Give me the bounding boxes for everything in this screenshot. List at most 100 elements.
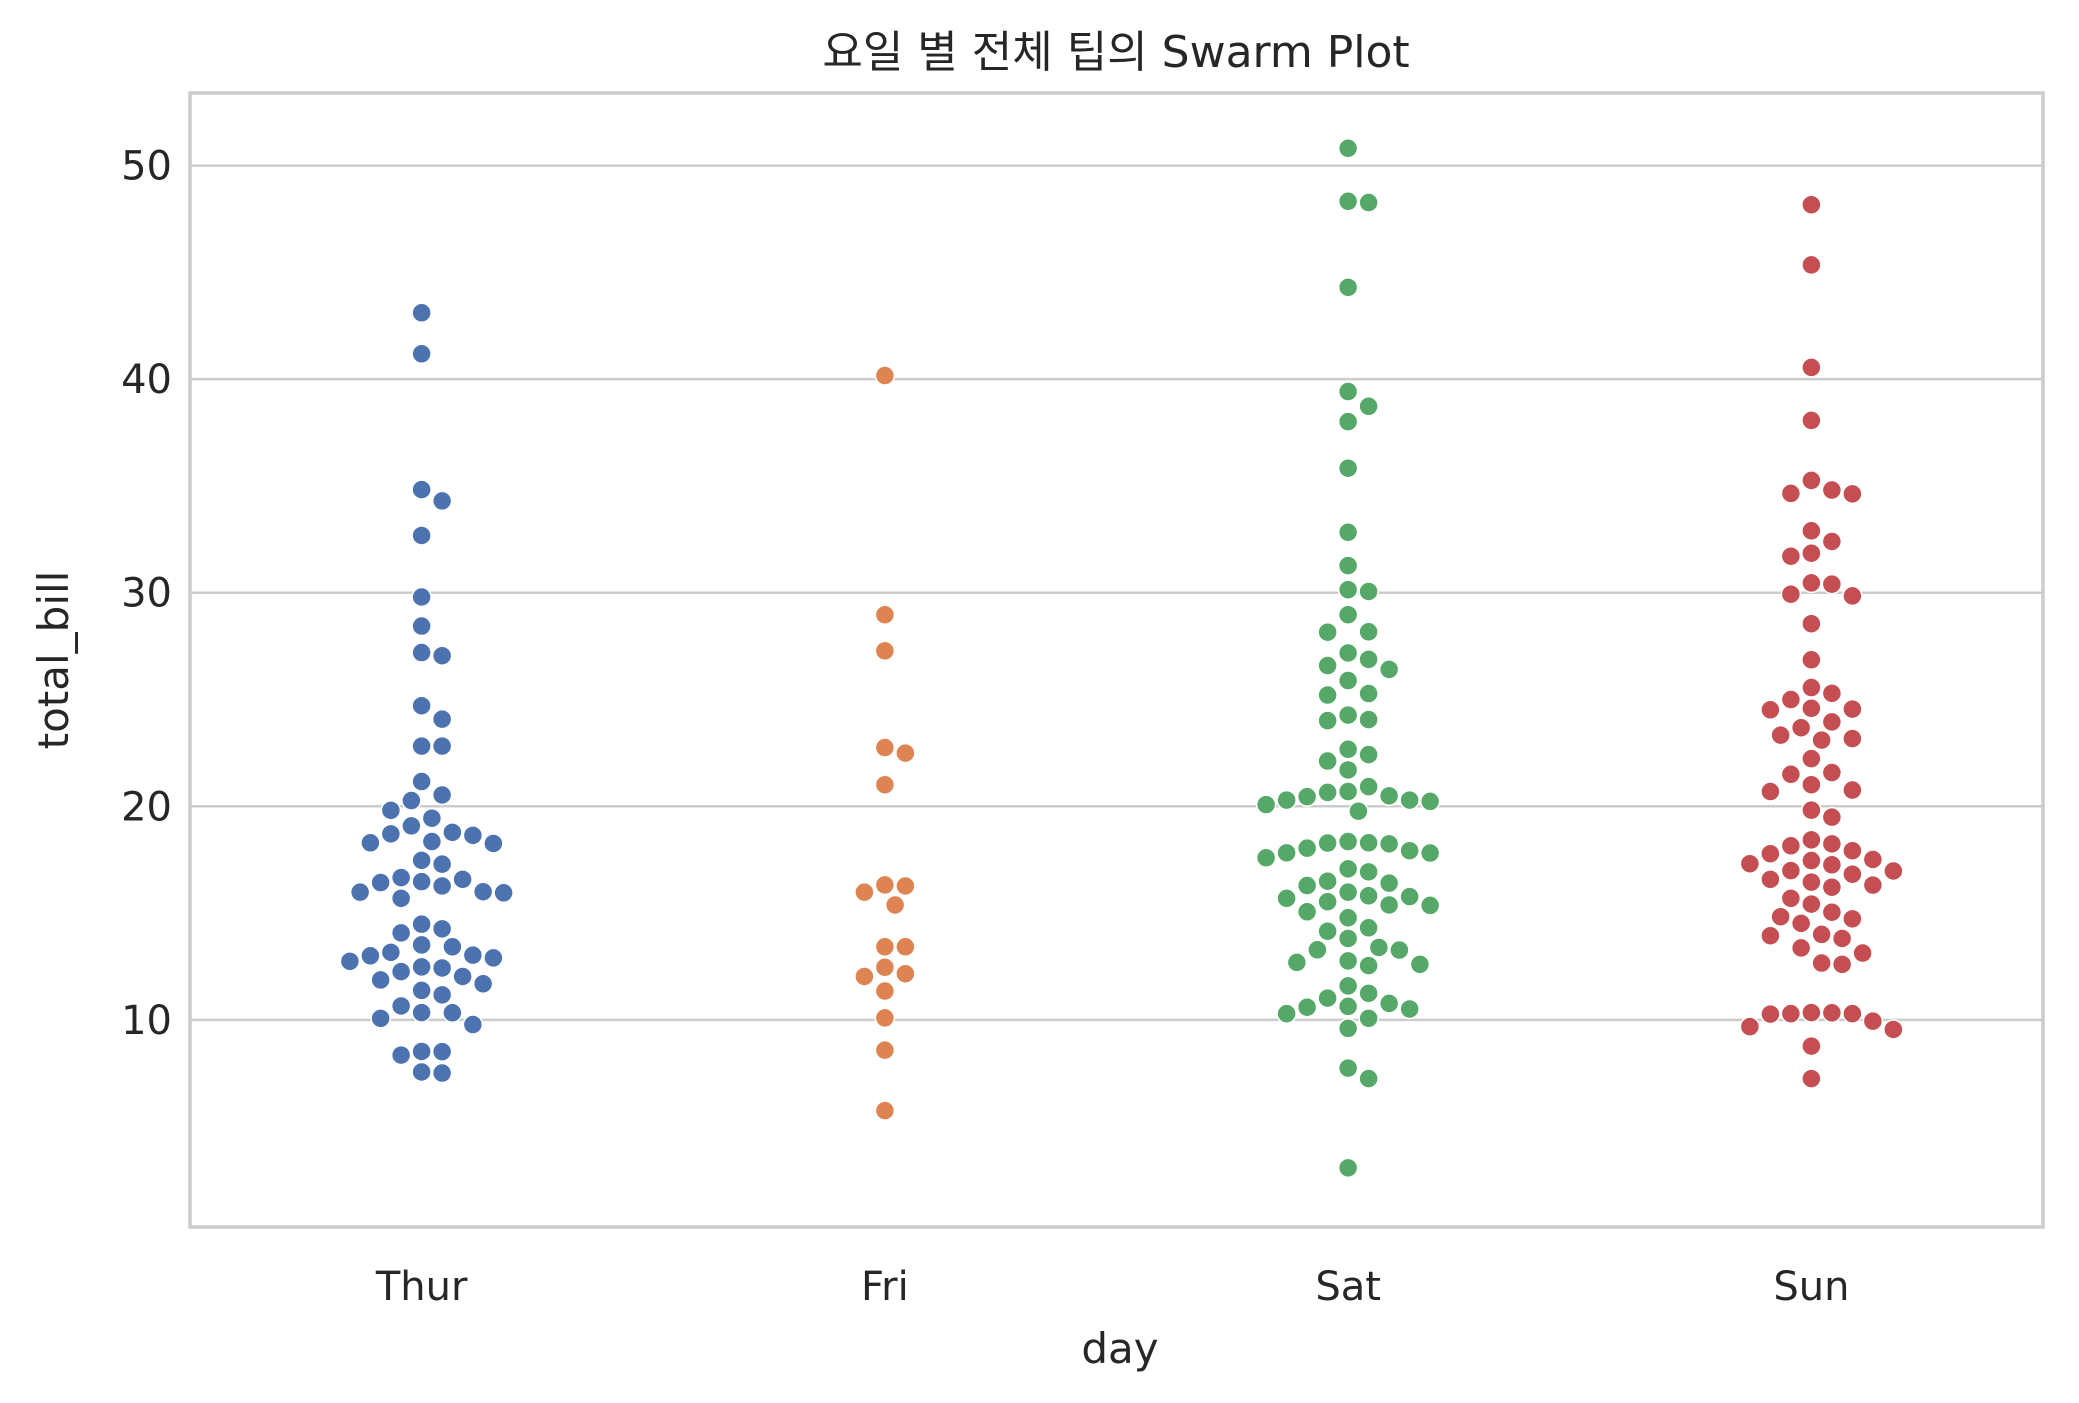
data-point-sun: [1780, 888, 1802, 909]
data-point-fri: [874, 604, 896, 625]
data-point-sun: [1862, 849, 1884, 870]
x-tick-label: Sat: [1315, 1264, 1381, 1310]
data-point-thur: [411, 343, 432, 365]
data-point-sat: [1368, 937, 1390, 958]
data-point-sat: [1358, 621, 1379, 643]
data-point-sun: [1760, 1003, 1781, 1025]
data-point-sat: [1317, 832, 1338, 854]
data-point-sun: [1821, 901, 1843, 923]
data-point-thur: [411, 980, 432, 1001]
data-point-thur: [401, 790, 422, 811]
data-point-sat: [1378, 833, 1400, 855]
data-point-fri: [874, 1007, 896, 1029]
data-point-fri: [874, 737, 896, 758]
data-point-sun: [1801, 850, 1822, 871]
data-point-thur: [421, 807, 443, 829]
data-point-fri: [874, 774, 896, 795]
data-point-thur: [370, 872, 391, 893]
data-point-thur: [390, 888, 412, 909]
data-point-sat: [1378, 894, 1400, 916]
data-point-sun: [1801, 572, 1822, 594]
data-point-thur: [431, 875, 453, 897]
data-point-sat: [1419, 895, 1441, 916]
data-point-sat: [1337, 138, 1359, 159]
data-point-sun: [1801, 893, 1822, 915]
data-point-sun: [1801, 748, 1822, 769]
data-point-thur: [431, 853, 453, 875]
data-point-thur: [442, 936, 463, 958]
data-point-sat: [1296, 875, 1318, 896]
data-point-sat: [1337, 1018, 1359, 1039]
data-point-sun: [1842, 483, 1863, 505]
data-point-sat: [1337, 739, 1359, 760]
x-tick-labels: Thur Fri Sat Sun: [375, 1264, 1850, 1310]
data-point-sun: [1801, 871, 1822, 893]
data-point-sun: [1780, 1003, 1802, 1024]
data-point-thur: [411, 615, 432, 637]
data-point-sat: [1337, 881, 1359, 903]
data-point-sun: [1842, 1003, 1863, 1024]
data-point-sun: [1801, 357, 1822, 378]
data-point-sun: [1770, 724, 1791, 746]
data-point-sat: [1337, 642, 1359, 664]
data-point-sun: [1831, 928, 1853, 949]
data-point-thur: [472, 973, 494, 995]
data-point-sun: [1760, 699, 1781, 721]
data-point-thur: [462, 825, 484, 846]
data-point-sun: [1811, 924, 1832, 945]
data-point-thur: [411, 479, 432, 500]
data-point-fri: [874, 957, 896, 978]
data-point-sun: [1821, 833, 1843, 855]
data-point-sat: [1358, 955, 1379, 976]
data-point-sun: [1801, 254, 1822, 276]
data-point-thur: [370, 1008, 391, 1029]
data-point-sun: [1821, 854, 1843, 876]
data-point-thur: [411, 934, 432, 956]
data-point-thur: [411, 695, 432, 716]
data-point-thur: [411, 525, 432, 546]
data-point-fri: [895, 936, 916, 958]
data-point-sat: [1337, 555, 1359, 576]
data-point-fri: [895, 742, 916, 764]
data-point-fri: [874, 936, 896, 958]
data-point-sat: [1358, 683, 1379, 704]
data-point-thur: [411, 850, 432, 871]
data-point-sun: [1801, 470, 1822, 491]
data-point-sun: [1842, 585, 1863, 607]
data-point-sun: [1780, 689, 1802, 710]
data-point-sun: [1831, 954, 1853, 975]
data-point-sun: [1790, 717, 1812, 738]
data-point-sun: [1780, 483, 1802, 504]
data-point-sat: [1317, 920, 1338, 942]
data-point-sat: [1358, 861, 1379, 883]
y-tick-label: 50: [121, 144, 172, 190]
data-point-sat: [1358, 832, 1379, 854]
data-point-fri: [874, 365, 896, 386]
data-point-sun: [1862, 874, 1884, 896]
data-point-sat: [1276, 1003, 1297, 1024]
data-point-thur: [431, 708, 453, 730]
data-point-sat: [1358, 917, 1379, 939]
data-point-sat: [1399, 789, 1420, 811]
data-point-sat: [1358, 1008, 1379, 1029]
data-point-sat: [1337, 831, 1359, 852]
data-point-sat: [1317, 710, 1338, 731]
data-point-fri: [895, 875, 916, 897]
data-point-sat: [1276, 789, 1297, 811]
data-point-sun: [1821, 1002, 1843, 1024]
data-point-thur: [442, 822, 463, 843]
data-point-thur: [431, 984, 453, 1006]
data-point-thur: [390, 961, 412, 982]
data-point-thur: [390, 867, 412, 888]
data-point-sun: [1801, 410, 1822, 431]
data-point-sun: [1821, 762, 1843, 783]
data-point-fri: [874, 640, 896, 662]
data-point-thur: [431, 918, 453, 940]
x-tick-label: Fri: [861, 1264, 909, 1310]
data-point-thur: [472, 881, 494, 902]
data-point-sun: [1780, 860, 1802, 881]
data-point-thur: [483, 947, 504, 969]
data-point-thur: [483, 833, 504, 854]
data-point-sun: [1801, 774, 1822, 795]
data-point-thur: [431, 645, 453, 666]
